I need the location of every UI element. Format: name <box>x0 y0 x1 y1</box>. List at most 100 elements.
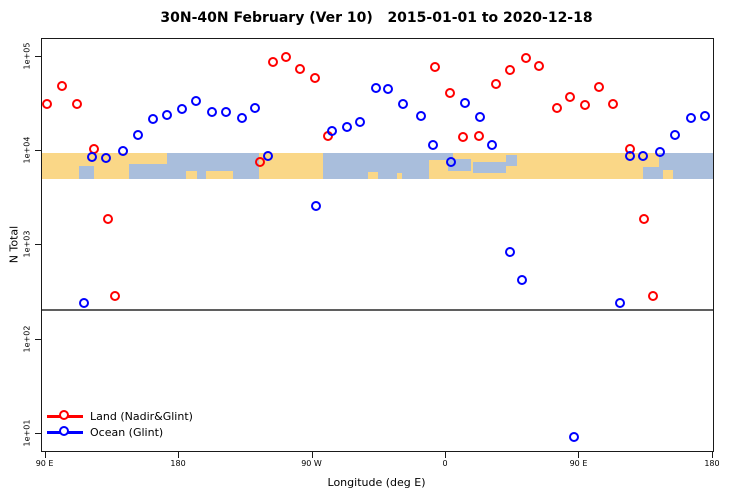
land-point <box>534 61 545 72</box>
ocean-point <box>161 109 172 120</box>
land-point <box>294 64 305 75</box>
ocean-segment <box>447 159 471 171</box>
ocean-point <box>262 150 273 161</box>
ocean-point <box>250 102 261 113</box>
ocean-point <box>220 106 231 117</box>
land-point <box>430 62 441 73</box>
x-tick-label: 0 <box>442 459 448 468</box>
land-point <box>110 291 121 302</box>
land-point <box>551 103 562 114</box>
legend-label-land: Land (Nadir&Glint) <box>90 409 193 423</box>
ocean-point <box>615 297 625 308</box>
ocean-point <box>355 116 366 127</box>
ocean-segment <box>473 161 506 174</box>
ocean-point <box>504 247 515 258</box>
land-point <box>580 100 590 111</box>
legend-circle-icon-land <box>59 410 69 420</box>
y-tick <box>35 55 41 57</box>
ocean-segment <box>505 155 517 166</box>
x-tick-label: 90 W <box>301 459 322 468</box>
y-tick <box>35 150 41 152</box>
land-segment <box>396 172 402 179</box>
ocean-point <box>176 103 187 114</box>
legend-label-ocean: Ocean (Glint) <box>90 425 164 439</box>
ocean-point <box>699 111 710 122</box>
ocean-segment <box>428 152 453 160</box>
land-point <box>56 81 67 91</box>
ocean-segment <box>128 164 167 179</box>
ocean-point <box>654 147 665 158</box>
land-point <box>647 291 658 302</box>
ocean-point <box>487 140 498 151</box>
legend: Land (Nadir&Glint) Ocean (Glint) <box>47 408 193 440</box>
x-tick <box>445 452 446 458</box>
ocean-point <box>236 113 247 124</box>
land-point <box>254 157 265 167</box>
x-tick <box>711 452 713 458</box>
ocean-point <box>341 121 352 132</box>
land-point <box>565 91 576 102</box>
land-point <box>71 98 82 109</box>
ocean-point <box>79 297 90 308</box>
y-tick-label: 1e+04 <box>22 136 32 164</box>
x-tick-label: 90 E <box>35 459 54 468</box>
ocean-point <box>327 126 337 137</box>
ocean-point <box>148 114 158 125</box>
world-map-strip <box>42 152 713 179</box>
y-tick-label: 1e+05 <box>22 42 32 70</box>
land-point <box>309 72 320 83</box>
ocean-point <box>569 431 580 442</box>
x-tick <box>44 452 46 458</box>
legend-entry-land: Land (Nadir&Glint) <box>47 408 193 424</box>
ocean-point <box>398 98 409 109</box>
ocean-point <box>100 152 111 163</box>
ocean-point <box>371 83 382 94</box>
land-point <box>593 81 604 92</box>
y-tick-label: 1e+02 <box>22 325 32 353</box>
x-tick <box>311 452 313 458</box>
land-point <box>103 214 114 225</box>
y-tick <box>35 338 41 340</box>
y-axis-title: N Total <box>7 225 21 264</box>
legend-symbol-land <box>47 410 83 422</box>
plot-area: Land (Nadir&Glint) Ocean (Glint) <box>41 38 714 452</box>
threshold-line <box>42 309 713 312</box>
land-point <box>491 79 502 90</box>
land-segment <box>185 170 198 179</box>
legend-entry-ocean: Ocean (Glint) <box>47 424 193 440</box>
ocean-point <box>415 111 426 122</box>
land-point <box>445 88 456 99</box>
land-point <box>520 53 531 64</box>
chart-title: 30N-40N February (Ver 10) 2015-01-01 to … <box>160 10 593 26</box>
land-point <box>504 64 515 75</box>
ocean-point <box>669 130 680 140</box>
ocean-point <box>133 130 144 140</box>
land-point <box>473 131 484 142</box>
x-tick <box>578 452 580 458</box>
ocean-point <box>516 274 527 285</box>
x-axis-title: Longitude (deg E) <box>327 476 426 489</box>
x-tick-label: 180 <box>170 459 186 468</box>
ocean-segment <box>79 165 94 179</box>
ocean-point <box>191 96 201 107</box>
ocean-point <box>310 200 321 211</box>
land-segment <box>663 169 673 179</box>
ocean-point <box>460 98 471 109</box>
ocean-point <box>87 151 98 162</box>
land-point <box>608 98 619 109</box>
ocean-point <box>118 146 129 157</box>
land-segment <box>205 171 233 179</box>
y-tick-label: 1e+03 <box>22 231 32 258</box>
ocean-point <box>446 157 457 167</box>
ocean-point <box>638 150 648 161</box>
ocean-point <box>475 112 485 123</box>
ocean-point <box>624 150 635 161</box>
y-tick <box>35 432 41 434</box>
y-tick <box>35 244 41 246</box>
ocean-point <box>428 140 438 151</box>
land-point <box>267 56 278 67</box>
land-point <box>457 132 468 143</box>
legend-circle-icon-ocean <box>59 426 69 436</box>
land-point <box>639 214 650 225</box>
